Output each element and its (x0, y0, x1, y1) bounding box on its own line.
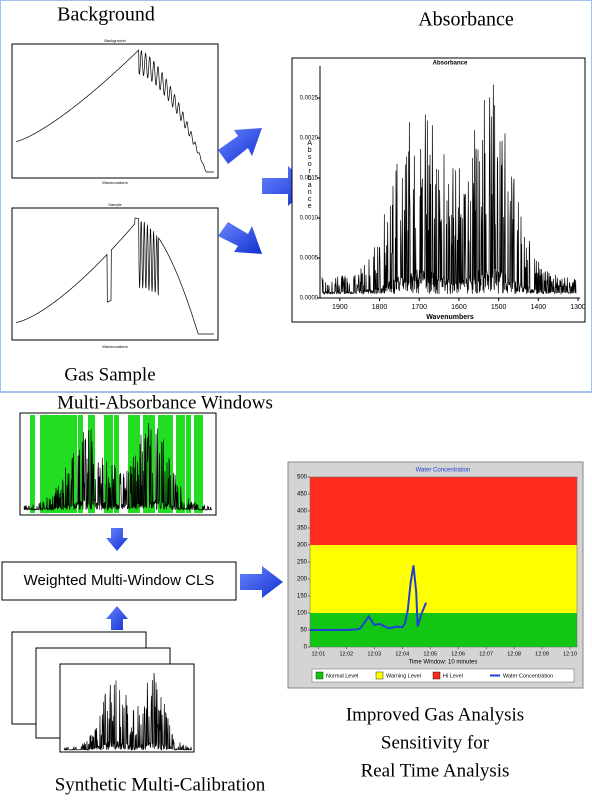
y-tick-label: 450 (297, 492, 308, 498)
y-tick-label: 0 (304, 645, 308, 651)
gas-sample-label: Gas Sample (64, 364, 155, 385)
calibration-stack (11, 631, 195, 753)
y-tick-label: 350 (297, 526, 308, 532)
absorbance-title: Absorbance (433, 61, 468, 67)
water-chart-xlabel: Time Window: 10 minutes (409, 660, 478, 666)
window-band (194, 415, 203, 513)
synthetic-label: Synthetic Multi-Calibration (55, 774, 266, 795)
x-tick-label: 12:08 (507, 651, 521, 657)
x-tick-label: 12:06 (451, 651, 465, 657)
legend-swatch (315, 671, 324, 680)
window-band (128, 415, 137, 513)
background-spectrum-title: Background (104, 38, 125, 43)
legend-label: Hi Level (443, 673, 463, 679)
arrow (240, 566, 283, 598)
result-line: Real Time Analysis (361, 760, 510, 781)
result-line: Improved Gas Analysis (346, 704, 524, 725)
window-band (104, 415, 113, 513)
y-tick-label: 250 (297, 560, 308, 566)
background-spectrum-xlabel: Wavenumbers (102, 180, 128, 185)
legend-label: Warning Level (386, 673, 421, 679)
x-tick-label: 12:09 (535, 651, 549, 657)
y-tick-label: 0.0005 (300, 256, 319, 262)
arrow (106, 528, 128, 551)
y-tick-label: 0.0020 (300, 136, 319, 142)
background-spectrum-frame (11, 43, 219, 179)
absorbance-label: Absorbance (418, 9, 514, 31)
legend-label: Normal Level (326, 673, 358, 679)
x-tick-label: 1500 (491, 304, 507, 311)
y-tick-label: 400 (297, 509, 308, 515)
x-tick-label: 1400 (531, 304, 547, 311)
legend-label: Water Concentration (503, 673, 553, 679)
sample-spectrum-xlabel: Wavenumbers (102, 344, 128, 349)
sample-spectrum-title: Sample (108, 202, 122, 207)
window-band (62, 415, 71, 513)
y-tick-label: 50 (300, 628, 307, 634)
arrow (218, 128, 262, 164)
absorbance-spectrum (321, 84, 577, 296)
background-label: Background (57, 4, 155, 26)
x-tick-label: 1700 (411, 304, 427, 311)
x-tick-label: 12:03 (367, 651, 381, 657)
multi-window-spectrum (23, 423, 213, 511)
y-tick-label: 200 (297, 577, 308, 583)
x-tick-label: 12:01 (312, 651, 326, 657)
window-band (40, 415, 47, 513)
sample-spectrum-frame (11, 207, 219, 341)
x-tick-label: 1300 (570, 304, 586, 311)
background-spectrum (15, 49, 214, 173)
x-tick-label: 1800 (372, 304, 388, 311)
y-tick-label: 100 (297, 611, 308, 617)
window-band (158, 415, 167, 513)
window-band (47, 415, 56, 513)
x-tick-label: 12:02 (339, 651, 353, 657)
y-tick-label: 0.0015 (300, 176, 319, 182)
sample-spectrum (15, 217, 214, 335)
window-band (114, 415, 119, 513)
calibration-spectrum (63, 672, 193, 752)
y-tick-label: 0.0000 (300, 296, 319, 302)
y-tick-label: 500 (297, 475, 308, 481)
window-band (55, 415, 62, 513)
y-tick-label: 300 (297, 543, 308, 549)
x-tick-label: 12:07 (479, 651, 493, 657)
window-band (143, 415, 152, 513)
x-tick-label: 12:10 (563, 651, 577, 657)
multi-windows-label: Multi-Absorbance Windows (57, 392, 273, 413)
x-tick-label: 12:04 (395, 651, 409, 657)
x-tick-label: 12:05 (423, 651, 437, 657)
water-chart-title: Water Concentration (416, 468, 471, 474)
window-band (78, 415, 83, 513)
window-band (176, 415, 185, 513)
x-tick-label: 1600 (451, 304, 467, 311)
legend-swatch (432, 671, 441, 680)
legend-swatch (375, 671, 384, 680)
zone (310, 545, 577, 613)
window-band (186, 415, 191, 513)
arrow (218, 222, 262, 254)
concentration-line (310, 565, 427, 631)
result-line: Sensitivity for (381, 732, 490, 753)
y-tick-label: 150 (297, 594, 308, 600)
y-tick-label: 0.0025 (300, 96, 319, 102)
zone (310, 477, 577, 545)
absorbance-ylabel: Absorbance (306, 140, 313, 210)
absorbance-xlabel: Wavenumbers (426, 314, 474, 321)
window-band (150, 415, 155, 513)
cls-box (1, 561, 237, 601)
y-tick-label: 0.0010 (300, 216, 319, 222)
plot-border (309, 476, 578, 648)
arrow (106, 606, 128, 630)
cls-label: Weighted Multi-Window CLS (24, 572, 215, 589)
x-tick-label: 1900 (332, 304, 348, 311)
window-band (30, 415, 35, 513)
